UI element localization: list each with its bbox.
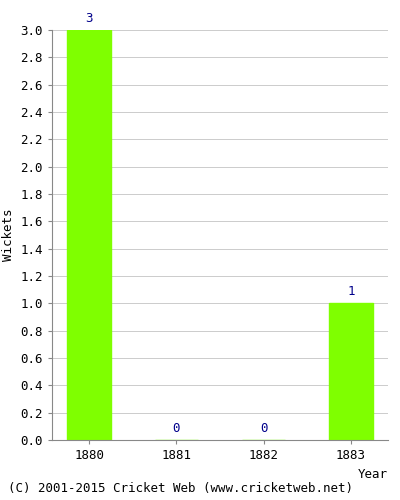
- Text: 3: 3: [85, 12, 93, 24]
- Text: 1: 1: [347, 285, 355, 298]
- Text: 0: 0: [173, 422, 180, 434]
- Text: (C) 2001-2015 Cricket Web (www.cricketweb.net): (C) 2001-2015 Cricket Web (www.cricketwe…: [8, 482, 353, 495]
- Bar: [67, 30, 111, 440]
- Y-axis label: Wickets: Wickets: [2, 209, 15, 261]
- X-axis label: Year: Year: [358, 468, 388, 480]
- Text: 0: 0: [260, 422, 267, 434]
- Bar: [329, 304, 373, 440]
